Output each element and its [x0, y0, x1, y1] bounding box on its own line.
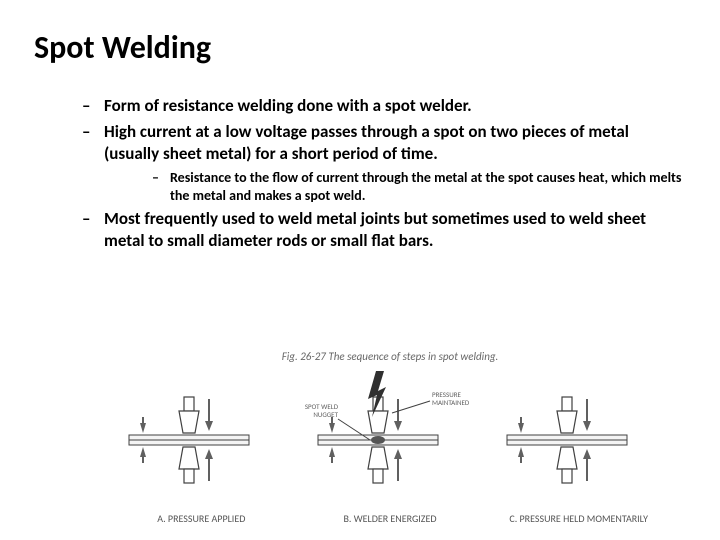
- bullet-list: Form of resistance welding done with a s…: [34, 95, 686, 252]
- figure-panel: C. PRESSURE HELD MOMENTARILY: [487, 369, 670, 524]
- spot-weld-diagram: [489, 369, 669, 509]
- panel-label: C. PRESSURE HELD MOMENTARILY: [509, 513, 648, 524]
- svg-text:MAINTAINED: MAINTAINED: [432, 398, 470, 407]
- figure-panel: SPOT WELD NUGGET PRESSURE MAINTAINED B. …: [299, 369, 482, 524]
- svg-text:NUGGET: NUGGET: [313, 410, 338, 419]
- figure: Fig. 26-27 The sequence of steps in spot…: [110, 350, 670, 524]
- bullet-item: Most frequently used to weld metal joint…: [82, 208, 686, 252]
- panel-label: B. WELDER ENERGIZED: [343, 513, 436, 524]
- figure-caption: Fig. 26-27 The sequence of steps in spot…: [110, 350, 670, 363]
- panel-label: A. PRESSURE APPLIED: [157, 513, 245, 524]
- sub-bullet-item: Resistance to the flow of current throug…: [152, 169, 686, 204]
- spot-weld-diagram: SPOT WELD NUGGET PRESSURE MAINTAINED: [300, 369, 480, 509]
- spot-weld-diagram: [111, 369, 291, 509]
- bullet-text: High current at a low voltage passes thr…: [104, 121, 629, 164]
- sub-bullet-list: Resistance to the flow of current throug…: [104, 169, 686, 204]
- bullet-item: High current at a low voltage passes thr…: [82, 121, 686, 204]
- bullet-item: Form of resistance welding done with a s…: [82, 95, 686, 117]
- page-title: Spot Welding: [34, 28, 686, 67]
- figure-panel: A. PRESSURE APPLIED: [110, 369, 293, 524]
